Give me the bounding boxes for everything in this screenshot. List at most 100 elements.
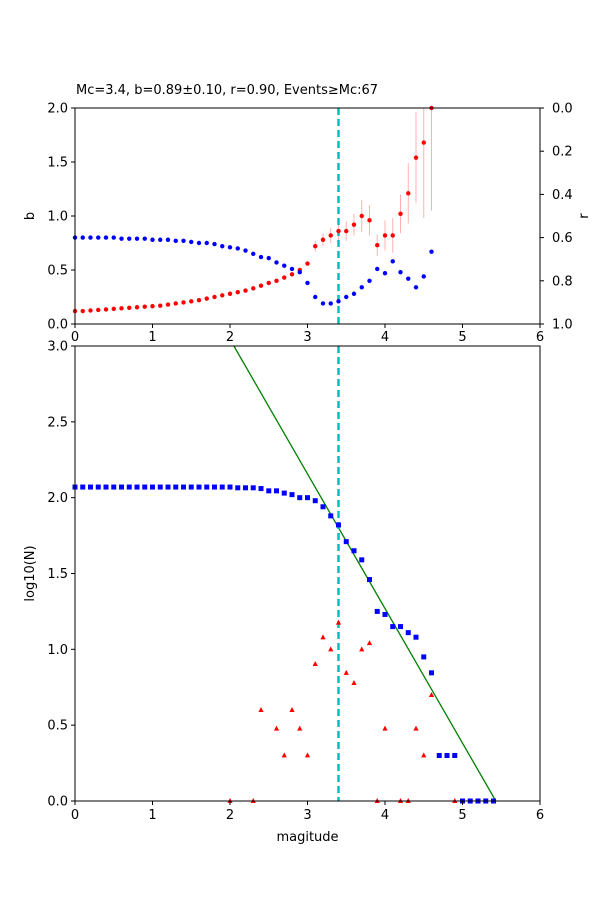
cumulative-count-point bbox=[382, 611, 388, 617]
x-tick-label: 1 bbox=[148, 808, 156, 823]
right-y-tick-label: 1.0 bbox=[552, 318, 573, 333]
cumulative-count-point bbox=[305, 495, 310, 501]
incremental-count-point bbox=[413, 725, 419, 731]
right-y-tick-label: 0.4 bbox=[552, 188, 573, 203]
y-tick-label: 3.0 bbox=[47, 340, 68, 355]
incremental-count-point bbox=[421, 752, 427, 758]
frequency-magnitude-chart: 0 1 2 3 4 5 6 0.0 0.5 1.0 1.5 2.0 2.5 3.0 magitude log1… bbox=[23, 340, 544, 846]
cumulative-count-point bbox=[444, 753, 450, 758]
cumulative-count-point bbox=[421, 654, 427, 660]
cumulative-count-point bbox=[405, 630, 411, 636]
r-value-point bbox=[282, 263, 287, 268]
cumulative-count-point bbox=[250, 485, 256, 491]
r-value-point bbox=[235, 246, 240, 251]
b-value-point bbox=[351, 222, 357, 227]
x-tick-label: 2 bbox=[226, 808, 234, 823]
cumulative-count-point bbox=[374, 608, 380, 614]
cumulative-count-point bbox=[452, 753, 458, 758]
right-y-tick-label: 0.8 bbox=[552, 274, 573, 289]
incremental-count-point bbox=[258, 707, 264, 712]
fit-line bbox=[233, 346, 497, 801]
r-value-point bbox=[134, 236, 140, 241]
cumulative-count-point bbox=[297, 495, 303, 501]
r-value-point bbox=[320, 301, 326, 306]
r-value-point bbox=[165, 237, 171, 242]
cumulative-count-point bbox=[289, 492, 295, 498]
incremental-count-point bbox=[359, 646, 365, 652]
b-value-point bbox=[282, 275, 287, 280]
b-value-point bbox=[421, 140, 426, 145]
r-value-point bbox=[111, 235, 116, 240]
r-value-point bbox=[266, 255, 271, 261]
incremental-count-point bbox=[366, 640, 373, 646]
r-value-point bbox=[127, 236, 132, 241]
x-tick-label: 2 bbox=[226, 330, 234, 345]
r-value-point bbox=[119, 236, 124, 241]
cumulative-count-point bbox=[219, 484, 225, 490]
b-value-point bbox=[289, 272, 295, 277]
cumulative-count-point bbox=[95, 484, 101, 490]
cumulative-count-point bbox=[266, 488, 272, 494]
r-value-point bbox=[305, 280, 310, 286]
right-y-axis-label: r bbox=[577, 213, 592, 219]
r-value-point bbox=[96, 235, 101, 240]
cumulative-count-point bbox=[336, 522, 341, 528]
y-tick-label: 1.5 bbox=[47, 156, 68, 171]
b-value-point bbox=[220, 293, 225, 298]
x-tick-label: 6 bbox=[536, 330, 544, 345]
right-y-tick-label: 0.0 bbox=[552, 102, 573, 117]
x-tick-label: 4 bbox=[381, 330, 389, 345]
b-value-point bbox=[313, 244, 318, 249]
b-value-point bbox=[111, 306, 116, 312]
cumulative-count-point bbox=[258, 486, 264, 492]
y-tick-label: 2.5 bbox=[47, 415, 68, 430]
b-value-point bbox=[134, 305, 140, 310]
b-value-point bbox=[88, 308, 93, 313]
b-value-point bbox=[235, 289, 240, 295]
x-tick-label: 6 bbox=[536, 808, 544, 823]
incremental-count-point bbox=[304, 752, 311, 758]
chart-title: Mc=3.4, b=0.89±0.10, r=0.90, Events≥Mc:6… bbox=[76, 83, 378, 98]
b-value-point bbox=[119, 306, 124, 311]
cumulative-count-point bbox=[312, 498, 318, 504]
cumulative-count-point bbox=[188, 484, 194, 490]
y-tick-label: 1.5 bbox=[47, 567, 68, 582]
cumulative-count-point bbox=[212, 484, 217, 490]
incremental-count-point bbox=[273, 725, 280, 731]
r-value-point bbox=[382, 271, 388, 276]
incremental-count-point bbox=[289, 707, 295, 712]
b-value-point bbox=[344, 228, 349, 234]
b-value-point bbox=[189, 299, 194, 304]
r-value-point bbox=[142, 236, 147, 241]
cumulative-count-point bbox=[150, 484, 155, 490]
bottom-axes-frame bbox=[74, 345, 541, 802]
y-tick-label: 1.0 bbox=[47, 643, 68, 658]
b-value-point bbox=[204, 296, 209, 301]
b-value-point bbox=[328, 233, 333, 238]
incremental-count-point bbox=[335, 619, 342, 625]
b-value-point bbox=[196, 298, 202, 303]
r-value-point bbox=[289, 266, 295, 272]
y-tick-label: 2.0 bbox=[47, 102, 68, 117]
cumulative-count-point bbox=[181, 484, 186, 490]
cumulative-count-point bbox=[274, 488, 279, 494]
r-value-point bbox=[212, 241, 217, 247]
r-value-point bbox=[196, 240, 202, 246]
cumulative-count-point bbox=[196, 484, 202, 490]
b-value-point bbox=[258, 283, 264, 288]
b-value-point bbox=[305, 261, 310, 266]
cumulative-count-point bbox=[119, 484, 124, 490]
right-y-tick-label: 0.6 bbox=[552, 231, 573, 246]
b-value-point bbox=[375, 242, 380, 248]
r-value-point bbox=[88, 235, 93, 240]
y-tick-label: 0.0 bbox=[47, 795, 68, 810]
r-value-point bbox=[367, 278, 372, 283]
cumulative-count-point bbox=[390, 624, 396, 630]
b-value-chart: 0 1 2 3 4 5 6 0.0 0.5 1.0 1.5 2.0 0.0 0.2 0.4 0.6 0.8 1.0… bbox=[23, 83, 592, 345]
r-value-point bbox=[243, 248, 248, 253]
cumulative-count-point bbox=[320, 504, 326, 510]
r-value-point bbox=[158, 237, 163, 242]
incremental-count-point bbox=[428, 691, 435, 697]
cumulative-count-point bbox=[173, 484, 179, 490]
